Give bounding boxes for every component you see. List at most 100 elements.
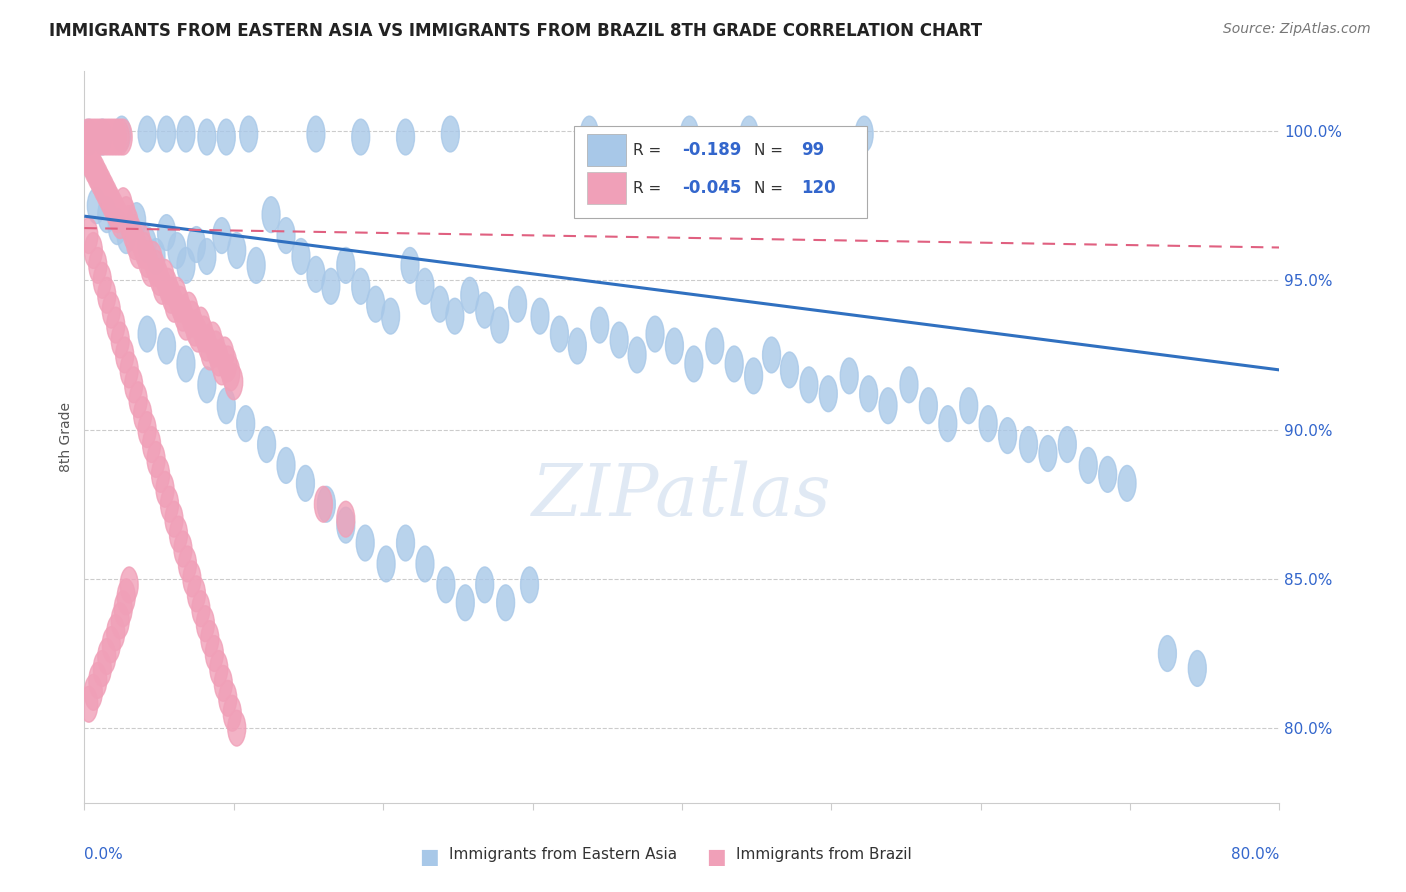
Circle shape [112,116,131,152]
Circle shape [117,218,135,253]
Circle shape [352,268,370,304]
Circle shape [124,215,141,251]
Circle shape [84,233,103,268]
Circle shape [121,206,138,242]
Circle shape [80,218,98,253]
Text: R =: R = [633,143,666,158]
Circle shape [396,525,415,561]
Circle shape [79,137,96,173]
Circle shape [87,188,105,224]
Circle shape [114,120,132,155]
Circle shape [198,120,217,155]
Circle shape [219,346,236,382]
Circle shape [103,185,121,220]
Circle shape [381,298,399,334]
Circle shape [205,636,224,672]
Circle shape [159,268,177,304]
Text: R =: R = [633,181,666,196]
Circle shape [209,650,228,686]
Circle shape [108,209,127,244]
Circle shape [307,116,325,152]
Circle shape [219,681,236,716]
Circle shape [800,367,818,403]
Circle shape [855,116,873,152]
Circle shape [740,116,758,152]
Circle shape [98,197,115,233]
Circle shape [157,215,176,251]
Circle shape [115,337,134,373]
Circle shape [150,260,169,295]
Circle shape [257,426,276,462]
Circle shape [183,561,201,597]
Circle shape [939,406,957,442]
Circle shape [79,120,96,155]
Circle shape [165,286,183,322]
Circle shape [204,322,222,358]
Circle shape [177,346,195,382]
Circle shape [100,120,117,155]
Circle shape [80,120,98,155]
Circle shape [107,615,125,650]
Circle shape [491,307,509,343]
Circle shape [475,293,494,328]
Circle shape [591,307,609,343]
Circle shape [157,328,176,364]
Circle shape [98,639,115,674]
Circle shape [134,397,152,433]
Circle shape [129,233,148,268]
Circle shape [90,120,108,155]
Circle shape [1098,457,1116,492]
Circle shape [416,546,434,582]
Circle shape [228,710,246,746]
Circle shape [121,567,138,603]
Circle shape [117,579,135,615]
Circle shape [188,316,207,352]
Circle shape [138,316,156,352]
Circle shape [665,328,683,364]
Circle shape [222,355,240,391]
Circle shape [135,233,153,268]
Circle shape [82,120,100,155]
Circle shape [297,466,315,501]
Circle shape [93,120,111,155]
Circle shape [201,621,219,657]
Circle shape [121,352,138,388]
Circle shape [93,167,111,202]
Circle shape [685,346,703,382]
Circle shape [138,227,156,262]
Text: -0.189: -0.189 [682,141,741,160]
Text: Immigrants from Eastern Asia: Immigrants from Eastern Asia [449,847,678,862]
Circle shape [156,260,174,295]
Text: 0.0%: 0.0% [84,847,124,862]
Circle shape [337,501,354,537]
Circle shape [277,218,295,253]
Circle shape [900,367,918,403]
Circle shape [197,606,214,641]
Circle shape [152,457,170,492]
Circle shape [87,155,105,191]
Circle shape [153,268,172,304]
Circle shape [859,376,877,412]
Text: ZIPatlas: ZIPatlas [531,460,832,531]
Circle shape [531,298,548,334]
Circle shape [224,696,242,731]
Circle shape [170,516,187,552]
Circle shape [111,120,129,155]
Circle shape [138,116,156,152]
Circle shape [725,346,744,382]
Circle shape [520,567,538,603]
Circle shape [157,116,176,152]
Circle shape [352,120,370,155]
Circle shape [315,486,332,522]
Circle shape [201,334,219,370]
Circle shape [187,227,205,262]
Text: ■: ■ [706,847,725,867]
Circle shape [117,197,135,233]
Circle shape [209,340,228,376]
Text: Immigrants from Brazil: Immigrants from Brazil [735,847,911,862]
Circle shape [80,686,98,723]
Text: IMMIGRANTS FROM EASTERN ASIA VS IMMIGRANTS FROM BRAZIL 8TH GRADE CORRELATION CHA: IMMIGRANTS FROM EASTERN ASIA VS IMMIGRAN… [49,22,983,40]
Circle shape [581,116,599,152]
Circle shape [128,202,146,238]
Circle shape [239,116,257,152]
